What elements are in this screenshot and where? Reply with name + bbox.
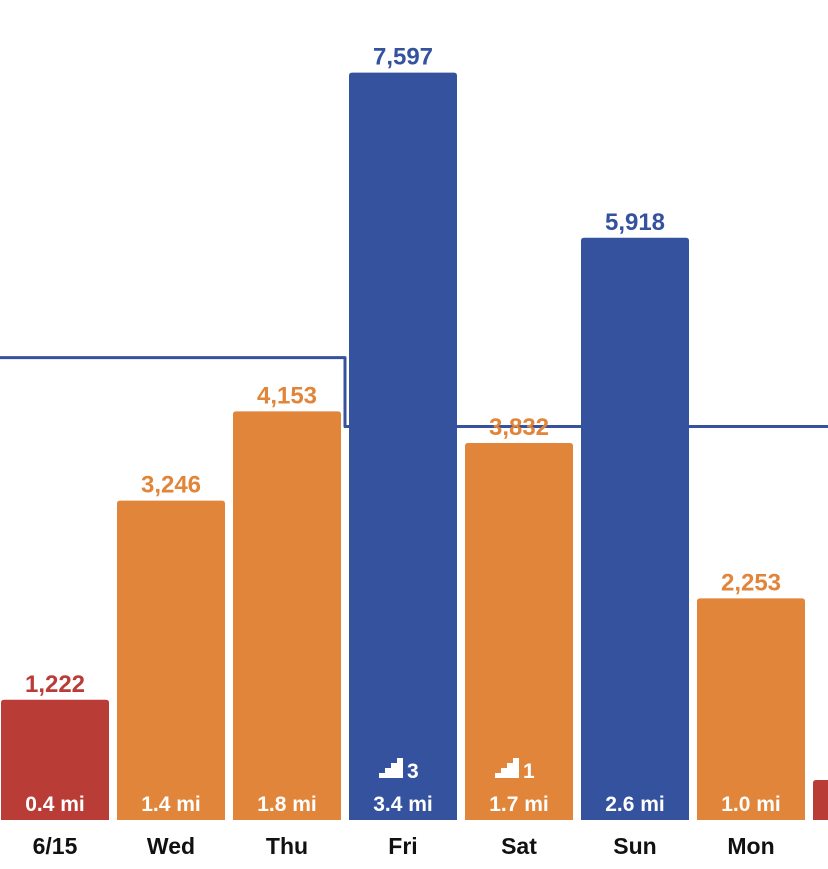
value-label: 3,246 [141,472,201,499]
goal-line-layer [0,356,828,428]
distance-label: 0.4 mi [25,793,85,816]
stairs-icon [495,758,519,778]
bars-layer [1,72,828,820]
labels-layer: 1,222 0.4 mi 6/15 3,246 1.4 mi Wed 4,153 1.8 mi… [25,44,781,859]
day-label: 6/15 [33,833,78,859]
bar-sat[interactable] [465,442,573,820]
bar-thu[interactable] [233,411,341,820]
bar-sun[interactable] [581,237,689,820]
distance-label: 1.4 mi [141,793,201,816]
value-label: 3,832 [489,414,549,441]
distance-label: 2.6 mi [605,793,665,816]
value-label: 1,222 [25,671,85,698]
bar-fri[interactable] [349,72,457,820]
bar-wed[interactable] [117,500,225,820]
day-label: Thu [266,833,308,859]
bar-6-15[interactable] [1,699,109,820]
distance-label: 1.0 mi [721,793,781,816]
distance-label: 1.7 mi [489,793,549,816]
distance-label: 3.4 mi [373,793,433,816]
bar-partial-next[interactable] [813,780,828,820]
day-label: Sun [613,833,656,859]
distance-label: 1.8 mi [257,793,317,816]
day-label: Sat [501,833,537,859]
stairs-count: 1 [523,760,535,783]
day-label: Wed [147,833,195,859]
stairs-count: 3 [407,760,419,783]
value-label: 4,153 [257,382,317,409]
value-label: 7,597 [373,44,433,71]
value-label: 2,253 [721,569,781,596]
bar-mon[interactable] [697,598,805,820]
goal-line [0,356,828,428]
value-label: 5,918 [605,209,665,236]
stairs-icon [379,758,403,778]
day-label: Fri [388,833,417,859]
day-label: Mon [727,833,774,859]
